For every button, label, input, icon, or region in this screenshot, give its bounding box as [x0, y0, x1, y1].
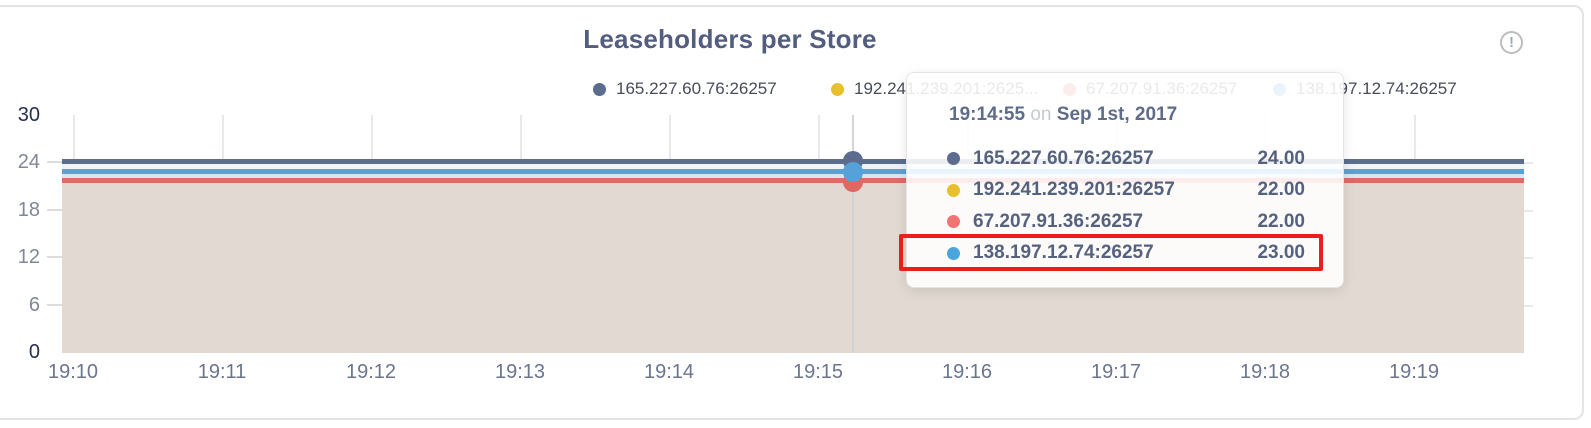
tooltip-series-name: 165.227.60.76:26257	[973, 147, 1154, 169]
chart-title: Leaseholders per Store	[583, 24, 877, 54]
chart-card-border	[0, 5, 1584, 420]
x-axis-label: 19:12	[345, 361, 397, 383]
x-axis-label: 19:14	[643, 361, 695, 383]
x-axis-label: 19:19	[1388, 361, 1440, 383]
tooltip-timestamp: 19:14:55 on Sep 1st, 2017	[949, 104, 1177, 126]
series-band-fill	[62, 174, 1524, 178]
tooltip-series-value: 23.00	[1257, 242, 1305, 264]
highlight-annotation-rect	[899, 234, 1323, 271]
y-axis-label: 24	[17, 151, 40, 173]
tooltip-date: Sep 1st, 2017	[1056, 104, 1178, 125]
hover-guideline	[852, 115, 854, 353]
y-axis-tick	[47, 209, 62, 211]
tooltip-series-value: 24.00	[1257, 147, 1305, 169]
y-axis-label: 30	[17, 104, 40, 126]
legend-dot-navy-icon	[593, 82, 606, 96]
tooltip-rows: 165.227.60.76:26257 24.00 192.241.239.20…	[907, 143, 1343, 269]
tooltip-series-name: 138.197.12.74:26257	[973, 242, 1154, 264]
y-axis-tick	[47, 161, 62, 163]
tooltip-series-name: 192.241.239.201:26257	[973, 179, 1175, 201]
series-line-165-227-60-76	[62, 159, 1524, 164]
hover-tooltip: 19:14:55 on Sep 1st, 2017 165.227.60.76:…	[906, 72, 1344, 288]
tooltip-on-word: on	[1030, 104, 1052, 125]
y-axis-label: 0	[28, 341, 40, 363]
tooltip-row: 192.241.239.201:26257 22.00	[907, 175, 1343, 207]
legend-item-node1[interactable]: 165.227.60.76:26257	[593, 79, 777, 98]
series-line-67-207-91-36	[62, 178, 1524, 183]
tooltip-row-highlighted: 138.197.12.74:26257 23.00	[907, 238, 1343, 270]
x-axis-label: 19:10	[47, 361, 99, 383]
hover-point-blue-icon	[843, 162, 863, 182]
y-axis-label: 12	[17, 246, 40, 268]
series-dot-navy-icon	[947, 152, 960, 166]
tooltip-series-value: 22.00	[1257, 179, 1305, 201]
x-axis-label: 19:16	[941, 361, 993, 383]
x-axis-label: 19:11	[197, 361, 247, 383]
x-axis-label: 19:15	[792, 361, 844, 383]
tooltip-series-value: 22.00	[1257, 210, 1305, 232]
tooltip-row: 165.227.60.76:26257 24.00	[907, 143, 1343, 175]
x-axis-label: 19:18	[1239, 361, 1291, 383]
legend-dot-yellow-icon	[831, 82, 844, 96]
x-axis-label: 19:17	[1090, 361, 1142, 383]
tooltip-series-name: 67.207.91.36:26257	[973, 210, 1144, 232]
y-axis-label: 6	[28, 294, 40, 316]
legend-label: 165.227.60.76:26257	[616, 79, 777, 98]
x-axis-label: 19:13	[494, 361, 546, 383]
y-axis-tick	[47, 256, 62, 258]
series-dot-blue-icon	[947, 246, 960, 260]
series-dot-yellow-icon	[947, 183, 960, 197]
series-dot-red-icon	[947, 215, 960, 229]
series-line-138-197-12-74	[62, 169, 1524, 174]
tooltip-time: 19:14:55	[949, 104, 1026, 125]
y-axis-tick	[47, 304, 62, 306]
tooltip-row: 67.207.91.36:26257 22.00	[907, 206, 1343, 238]
info-exclamation-icon[interactable]: !	[1500, 31, 1523, 54]
y-axis-label: 18	[17, 199, 40, 221]
series-band-fill	[62, 164, 1524, 169]
